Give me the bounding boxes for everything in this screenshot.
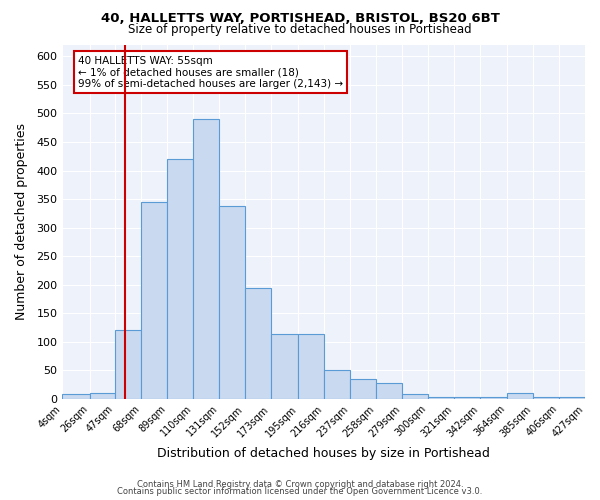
Text: Contains HM Land Registry data © Crown copyright and database right 2024.: Contains HM Land Registry data © Crown c…	[137, 480, 463, 489]
Bar	[142, 202, 167, 399]
Bar	[507, 393, 533, 399]
Bar	[89, 393, 115, 399]
Bar	[480, 397, 507, 399]
Text: 40 HALLETTS WAY: 55sqm
← 1% of detached houses are smaller (18)
99% of semi-deta: 40 HALLETTS WAY: 55sqm ← 1% of detached …	[78, 56, 343, 89]
Y-axis label: Number of detached properties: Number of detached properties	[15, 124, 28, 320]
Bar	[193, 119, 219, 399]
Text: Size of property relative to detached houses in Portishead: Size of property relative to detached ho…	[128, 22, 472, 36]
X-axis label: Distribution of detached houses by size in Portishead: Distribution of detached houses by size …	[157, 447, 490, 460]
Bar	[298, 334, 324, 399]
Bar	[454, 397, 480, 399]
Text: 40, HALLETTS WAY, PORTISHEAD, BRISTOL, BS20 6BT: 40, HALLETTS WAY, PORTISHEAD, BRISTOL, B…	[101, 12, 499, 26]
Bar	[115, 330, 142, 399]
Bar	[533, 397, 559, 399]
Bar	[559, 397, 585, 399]
Bar	[271, 334, 298, 399]
Bar	[402, 394, 428, 399]
Bar	[350, 379, 376, 399]
Bar	[167, 159, 193, 399]
Bar	[376, 383, 402, 399]
Bar	[245, 288, 271, 399]
Bar	[428, 397, 454, 399]
Text: Contains public sector information licensed under the Open Government Licence v3: Contains public sector information licen…	[118, 487, 482, 496]
Bar	[219, 206, 245, 399]
Bar	[324, 370, 350, 399]
Bar	[62, 394, 89, 399]
